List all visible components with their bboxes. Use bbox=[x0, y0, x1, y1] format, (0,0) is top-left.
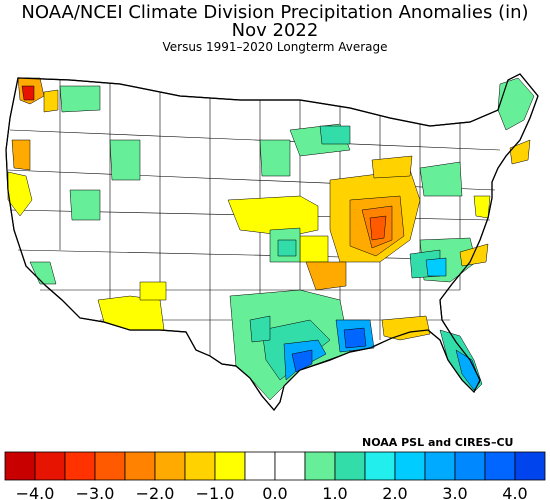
legend-cell bbox=[334, 451, 366, 481]
legend-cells bbox=[4, 451, 546, 481]
legend-tick-label: −3.0 bbox=[76, 484, 115, 500]
legend-tick-label: 1.0 bbox=[322, 484, 347, 500]
legend-cell bbox=[244, 451, 276, 481]
precipitation-anomaly-map bbox=[5, 73, 539, 411]
map-period: Nov 2022 bbox=[231, 20, 319, 41]
legend-cell bbox=[154, 451, 186, 481]
legend-cell bbox=[304, 451, 336, 481]
legend-cell bbox=[514, 451, 546, 481]
coastline bbox=[5, 73, 539, 411]
legend-cell bbox=[4, 451, 36, 481]
legend-cell bbox=[34, 451, 66, 481]
legend-cell bbox=[184, 451, 216, 481]
map-subtitle: Versus 1991–2020 Longterm Average bbox=[162, 40, 388, 54]
legend-cell bbox=[94, 451, 126, 481]
legend-tick-label: −4.0 bbox=[16, 484, 55, 500]
legend-cell bbox=[274, 451, 306, 481]
credit-text: NOAA PSL and CIRES–CU bbox=[362, 436, 514, 449]
legend-tick-label: −1.0 bbox=[196, 484, 235, 500]
anomaly-patches bbox=[7, 77, 535, 401]
legend-cell bbox=[214, 451, 246, 481]
legend-cell bbox=[124, 451, 156, 481]
legend-tick-label: −2.0 bbox=[136, 484, 175, 500]
legend-cell bbox=[64, 451, 96, 481]
legend-cell bbox=[364, 451, 396, 481]
legend-tick-label: 0.0 bbox=[262, 484, 287, 500]
map-title: NOAA/NCEI Climate Division Precipitation… bbox=[21, 2, 529, 23]
legend-cell bbox=[424, 451, 456, 481]
legend-cell bbox=[394, 451, 426, 481]
legend-cell bbox=[454, 451, 486, 481]
legend-cell bbox=[484, 451, 516, 481]
legend-tick-label: 4.0 bbox=[502, 484, 527, 500]
legend-tick-label: 3.0 bbox=[442, 484, 467, 500]
legend-tick-label: 2.0 bbox=[382, 484, 407, 500]
legend-ticks: −4.0 −3.0 −2.0 −1.0 0.0 1.0 2.0 3.0 4.0 bbox=[16, 484, 528, 500]
